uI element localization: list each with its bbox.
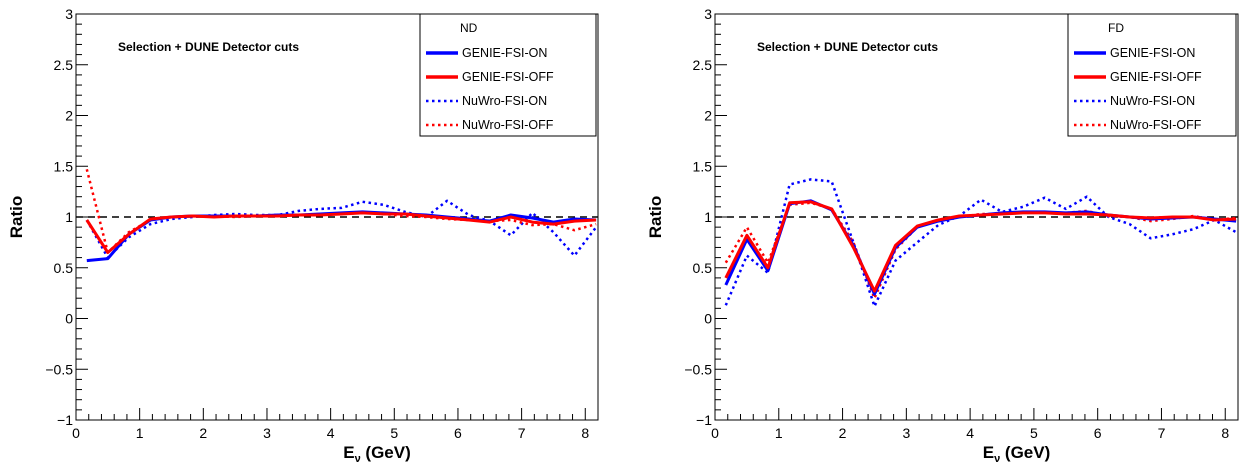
x-axis-title-main: E [983, 443, 994, 462]
x-tick-label: 8 [1221, 425, 1229, 441]
y-tick-label: 0 [65, 311, 73, 327]
legend-title: FD [1108, 21, 1124, 35]
chart-panel-nd: 0 1 2 3 4 5 6 7 8 −1 −0.5 0 0.5 1 1.5 2 2.5 3 Eν (GeV) Rati… [7, 6, 599, 465]
legend-label: NuWro-FSI-ON [1110, 94, 1195, 108]
legend-label: NuWro-FSI-ON [462, 94, 547, 108]
x-tick-label: 2 [199, 425, 207, 441]
legend-label: GENIE-FSI-OFF [1110, 70, 1202, 84]
y-tick-label: 2 [65, 108, 73, 124]
legend: FD GENIE-FSI-ON GENIE-FSI-OFF NuWro-FSI-ON N… [1067, 13, 1237, 137]
legend-label: GENIE-FSI-OFF [462, 70, 554, 84]
series-line-genie-fsi-off [724, 200, 1237, 293]
legend: ND GENIE-FSI-ON GENIE-FSI-OFF NuWro-FSI-ON N… [419, 13, 597, 137]
x-tick-label: 0 [72, 425, 80, 441]
plot-annotation: Selection + DUNE Detector cuts [118, 40, 299, 54]
y-tick-label: −0.5 [684, 361, 712, 377]
x-tick-label: 7 [1158, 425, 1166, 441]
y-tick-label: 0.5 [693, 260, 713, 276]
series-line-nuwro-fsi-on [724, 178, 1237, 308]
series-line-nuwro-fsi-on [85, 199, 598, 259]
legend-label: NuWro-FSI-OFF [462, 118, 554, 132]
x-axis-title-subscript: ν [355, 453, 361, 465]
x-tick-label: 6 [1094, 425, 1102, 441]
x-tick-label: 7 [518, 425, 526, 441]
legend-title: ND [460, 21, 478, 35]
y-tick-label: −1 [696, 412, 712, 428]
legend-box [419, 13, 597, 137]
legend-label: NuWro-FSI-OFF [1110, 118, 1202, 132]
x-axis-title-unit: (GeV) [1000, 443, 1050, 462]
y-axis-title: Ratio [646, 196, 665, 239]
x-tick-label: 5 [390, 425, 398, 441]
legend-label: GENIE-FSI-ON [1110, 46, 1195, 60]
x-tick-label: 0 [711, 425, 719, 441]
x-tick-label: 4 [327, 425, 335, 441]
y-axis-title: Ratio [7, 196, 26, 239]
y-tick-label: 1.5 [693, 158, 713, 174]
y-tick-label: −0.5 [45, 361, 73, 377]
x-tick-label: 5 [1030, 425, 1038, 441]
plot-annotation: Selection + DUNE Detector cuts [757, 40, 938, 54]
y-tick-label: 1 [704, 209, 712, 225]
y-tick-label: 1 [65, 209, 73, 225]
x-tick-label: 8 [581, 425, 589, 441]
series-line-nuwro-fsi-off [724, 201, 1237, 300]
x-axis-title: Eν (GeV) [983, 443, 1051, 465]
y-tick-label: −1 [57, 412, 73, 428]
series-line-genie-fsi-off [85, 211, 597, 254]
y-tick-label: 0.5 [54, 260, 74, 276]
x-tick-label: 1 [136, 425, 144, 441]
x-tick-label: 3 [902, 425, 910, 441]
x-axis-title-unit: (GeV) [361, 443, 411, 462]
x-tick-label: 2 [839, 425, 847, 441]
y-tick-label: 3 [704, 6, 712, 22]
y-tick-label: 2 [704, 108, 712, 124]
x-axis-title-subscript: ν [994, 453, 1000, 465]
series-line-nuwro-fsi-off [85, 168, 597, 254]
x-tick-label: 6 [454, 425, 462, 441]
legend-label: GENIE-FSI-ON [462, 46, 547, 60]
x-tick-label: 3 [263, 425, 271, 441]
chart-panel-fd: 0 1 2 3 4 5 6 7 8 −1 −0.5 0 0.5 1 1.5 2 2.5 3 Eν (GeV) Rati… [646, 6, 1239, 465]
x-axis-title: Eν (GeV) [343, 443, 411, 465]
legend-box [1067, 13, 1237, 137]
y-tick-label: 2.5 [54, 57, 74, 73]
y-tick-label: 2.5 [693, 57, 713, 73]
x-tick-label: 4 [966, 425, 974, 441]
x-axis-title-main: E [343, 443, 354, 462]
y-tick-label: 3 [65, 6, 73, 22]
y-tick-label: 0 [704, 311, 712, 327]
y-tick-label: 1.5 [54, 158, 74, 174]
x-tick-label: 1 [775, 425, 783, 441]
